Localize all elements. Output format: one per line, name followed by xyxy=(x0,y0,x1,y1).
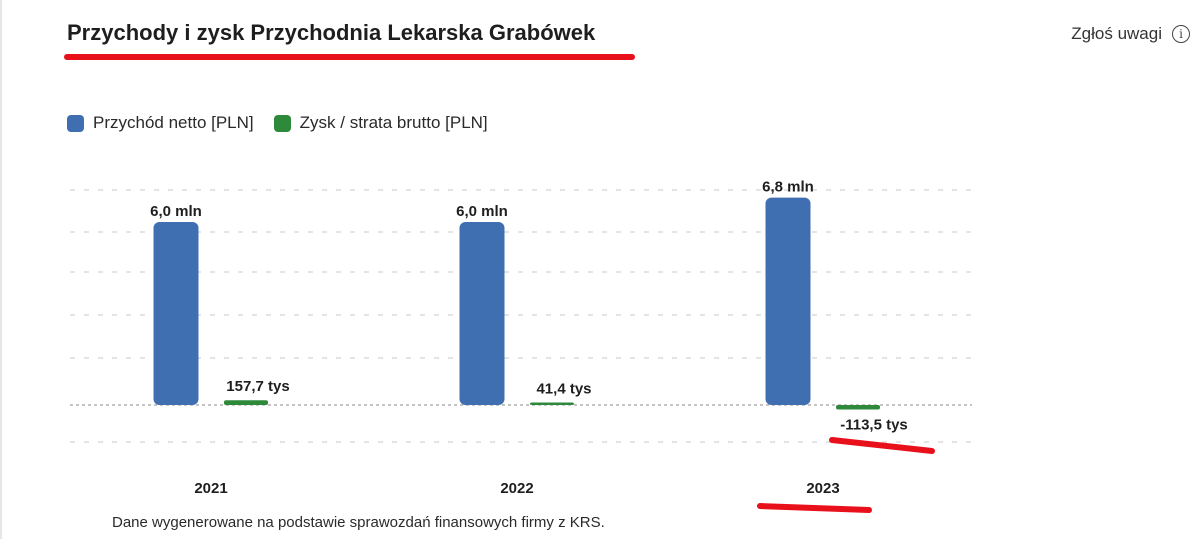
legend-label-profit: Zysk / strata brutto [PLN] xyxy=(299,113,488,132)
info-icon[interactable]: i xyxy=(1172,25,1190,43)
x-tick-label-2022: 2022 xyxy=(500,480,533,497)
revenue-data-label-2021: 6,0 mln xyxy=(150,203,202,220)
chart-legend: Przychód netto [PLN] Zysk / strata brutt… xyxy=(67,113,488,133)
page-title: Przychody i zysk Przychodnia Lekarska Gr… xyxy=(67,20,596,45)
legend-label-revenue: Przychód netto [PLN] xyxy=(93,113,254,132)
revenue-bar-2023 xyxy=(765,197,811,405)
profit-data-label-2022: 41,4 tys xyxy=(536,381,591,398)
profit-data-label-2021: 157,7 tys xyxy=(226,378,289,395)
revenue-data-label-2022: 6,0 mln xyxy=(456,203,508,220)
revenue-bar-2022 xyxy=(459,222,505,405)
x-tick-label-2023: 2023 xyxy=(806,480,839,497)
legend-swatch-revenue xyxy=(67,114,84,132)
profit-bar-2021 xyxy=(224,400,268,405)
revenue-data-label-2023: 6,8 mln xyxy=(762,179,814,196)
title-highlight-underline xyxy=(64,54,635,60)
legend-item-profit[interactable]: Zysk / strata brutto [PLN] xyxy=(273,113,488,133)
annotation-underline-2023 xyxy=(757,503,872,513)
legend-item-revenue[interactable]: Przychód netto [PLN] xyxy=(67,113,254,133)
legend-swatch-profit xyxy=(273,114,291,132)
x-tick-label-2021: 2021 xyxy=(194,480,227,497)
panel-left-border xyxy=(0,0,2,539)
profit-data-label-2023: -113,5 tys xyxy=(840,417,908,434)
footer-note: Dane wygenerowane na podstawie sprawozda… xyxy=(112,514,605,531)
annotation-underline-loss xyxy=(829,437,935,454)
report-feedback-label: Zgłoś uwagi xyxy=(1071,24,1162,43)
report-feedback-button[interactable]: Zgłoś uwagi i xyxy=(1071,24,1190,44)
revenue-bar-2021 xyxy=(153,222,199,405)
profit-bar-2022 xyxy=(530,402,574,405)
profit-bar-2023 xyxy=(836,405,880,410)
